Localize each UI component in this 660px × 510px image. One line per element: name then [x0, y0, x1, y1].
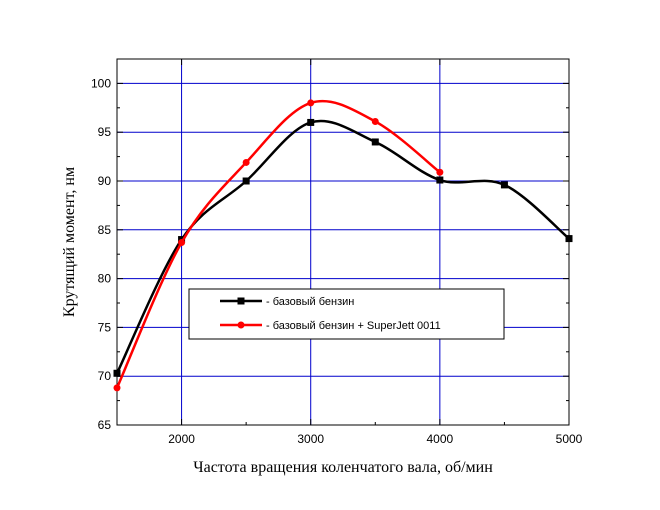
- data-point: [371, 138, 379, 146]
- y-tick-label: 85: [98, 223, 112, 237]
- data-point: [436, 168, 444, 176]
- y-tick-label: 80: [98, 272, 112, 286]
- legend-marker: [237, 321, 245, 329]
- x-tick-label: 5000: [556, 432, 583, 446]
- x-tick-label: 3000: [297, 432, 324, 446]
- legend-label: - базовый бензин: [266, 296, 354, 308]
- data-point: [307, 118, 315, 126]
- series-line-1: [115, 99, 441, 389]
- legend-box: [188, 288, 505, 340]
- y-tick-label: 100: [91, 76, 111, 90]
- legend-label: - базовый бензин + SuperJett 0011: [266, 320, 441, 332]
- y-axis-title: Крутящий момент, нм: [61, 167, 78, 317]
- y-tick-label: 70: [98, 369, 112, 383]
- x-axis-title: Частота вращения коленчатого вала, об/ми…: [193, 459, 493, 476]
- y-tick-label: 75: [98, 320, 112, 334]
- data-point: [113, 369, 121, 377]
- legend: - базовый бензин - базовый бензин + Super…: [188, 288, 505, 340]
- data-point: [565, 235, 573, 243]
- y-tick-label: 90: [98, 174, 112, 188]
- data-point: [178, 238, 186, 246]
- data-point: [307, 99, 315, 107]
- data-point: [242, 158, 250, 166]
- x-tick-label: 4000: [427, 432, 454, 446]
- axis-ticks: 2000 3000 4000 5000 65 70 75 80 85 90 95 100: [91, 59, 583, 446]
- y-tick-label: 65: [98, 418, 112, 432]
- x-tick-label: 2000: [168, 432, 195, 446]
- data-series: [113, 99, 573, 392]
- data-point: [113, 384, 121, 392]
- data-point: [371, 117, 379, 125]
- y-tick-label: 95: [98, 125, 112, 139]
- data-point: [500, 181, 508, 189]
- series-1: [113, 99, 444, 392]
- data-point: [242, 177, 250, 185]
- data-point: [436, 176, 444, 184]
- legend-marker: [237, 297, 245, 305]
